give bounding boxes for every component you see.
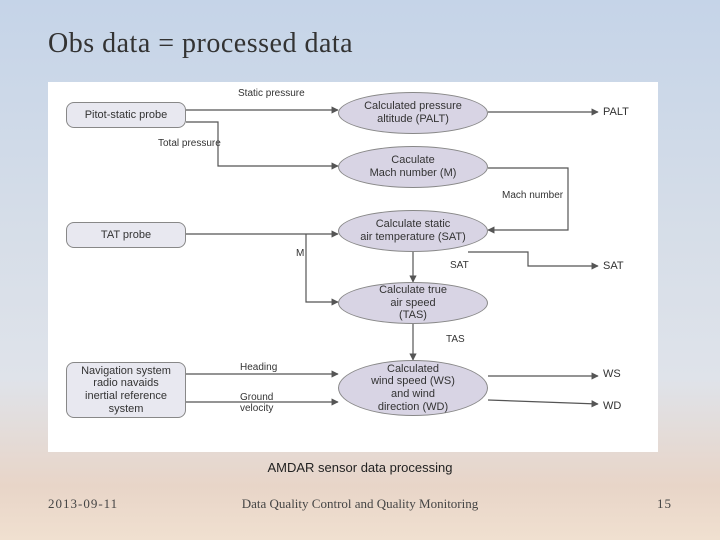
output-label: WD xyxy=(603,400,621,412)
flowchart-node-sat: Calculate staticair temperature (SAT) xyxy=(338,210,488,252)
footer-title: Data Quality Control and Quality Monitor… xyxy=(0,496,720,512)
output-label: WS xyxy=(603,368,621,380)
edge-label: Mach number xyxy=(502,190,563,201)
edge-label: M xyxy=(296,248,304,259)
edge-label: TAS xyxy=(446,334,465,345)
flowchart-node-pitot: Pitot-static probe xyxy=(66,102,186,128)
flowchart-diagram: Pitot-static probe TAT probe Navigation sy… xyxy=(48,82,658,452)
flowchart-node-mach: CaculateMach number (M) xyxy=(338,146,488,188)
flowchart-node-tat: TAT probe xyxy=(66,222,186,248)
page-number: 15 xyxy=(657,496,672,512)
diagram-caption: AMDAR sensor data processing xyxy=(0,460,720,475)
edge-label: Heading xyxy=(240,362,277,373)
output-label: SAT xyxy=(603,260,624,272)
slide-title: Obs data = processed data xyxy=(48,28,353,60)
edge-label: SAT xyxy=(450,260,469,271)
edge-label: Groundvelocity xyxy=(240,392,273,414)
output-label: PALT xyxy=(603,106,629,118)
edge-label: Static pressure xyxy=(238,88,305,99)
flowchart-node-palt: Calculated pressurealtitude (PALT) xyxy=(338,92,488,134)
flowchart-node-wind: Calculatedwind speed (WS)and winddirecti… xyxy=(338,360,488,416)
flowchart-node-tas: Calculate trueair speed(TAS) xyxy=(338,282,488,324)
edge-label: Total pressure xyxy=(158,138,221,149)
flowchart-node-nav: Navigation systemradio navaidsinertial r… xyxy=(66,362,186,418)
